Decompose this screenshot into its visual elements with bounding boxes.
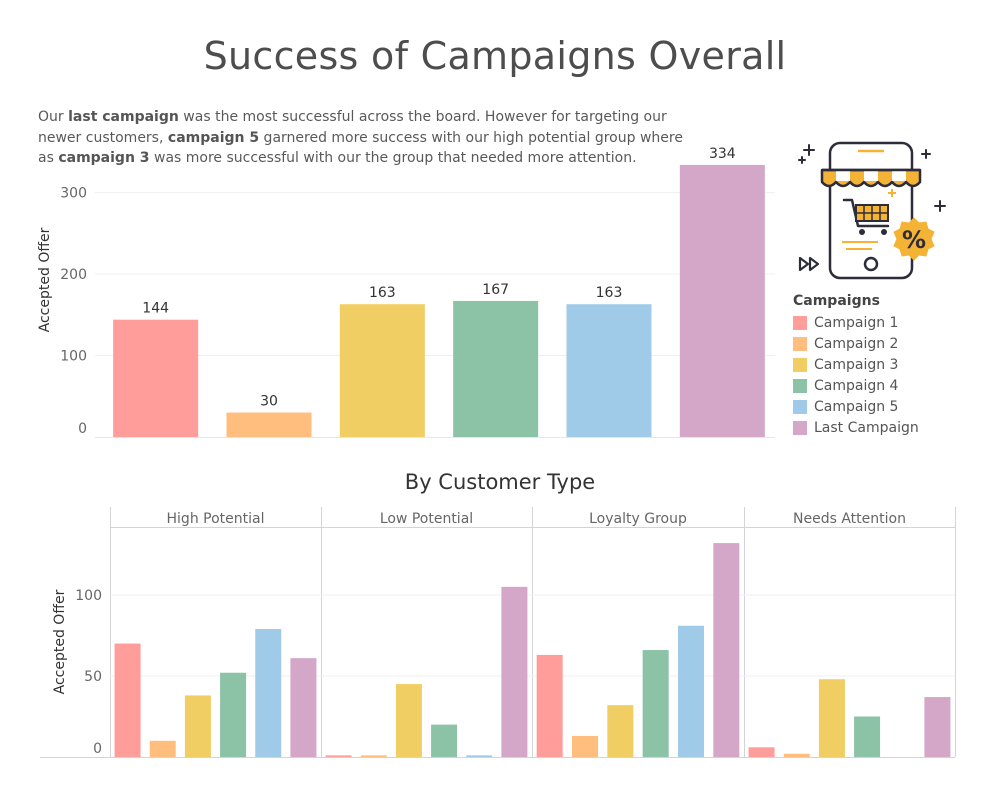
panel-label: Needs Attention	[793, 511, 906, 527]
legend-item: Last Campaign	[793, 417, 919, 438]
percent-badge-icon: %	[893, 217, 935, 261]
summary-bold: campaign 5	[167, 129, 260, 146]
bar	[325, 755, 352, 757]
bar	[149, 740, 176, 757]
legend-item: Campaign 2	[793, 333, 919, 354]
bar	[113, 319, 199, 437]
bar	[501, 586, 528, 757]
bar	[607, 705, 634, 757]
y-axis-label: Accepted Offer	[52, 589, 68, 694]
bar	[290, 658, 317, 757]
legend-swatch	[793, 378, 807, 393]
bar	[679, 164, 765, 437]
panel-label: Loyalty Group	[589, 511, 687, 527]
bar	[783, 753, 810, 757]
bar	[453, 300, 539, 437]
sparkle-icon	[798, 144, 946, 212]
legend-item: Campaign 3	[793, 354, 919, 375]
legend-label: Campaign 3	[814, 356, 899, 373]
legend-swatch	[793, 315, 807, 330]
y-tick-label: 0	[93, 741, 102, 757]
legend-label: Campaign 2	[814, 335, 899, 352]
svg-text:%: %	[902, 226, 926, 254]
legend-swatch	[793, 357, 807, 372]
bar	[466, 755, 493, 757]
bar	[748, 747, 775, 757]
bar	[395, 684, 422, 757]
summary-part: was the most successful across the board…	[38, 109, 667, 146]
y-tick-label: 0	[78, 421, 87, 437]
data-label: 163	[596, 285, 623, 301]
bar	[854, 716, 881, 757]
bar	[536, 654, 563, 757]
y-tick-label: 100	[60, 349, 87, 365]
summary-bold: last campaign	[68, 109, 179, 125]
bar	[678, 625, 704, 757]
subchart-title: By Customer Type	[404, 470, 596, 494]
bar	[184, 695, 211, 757]
legend-swatch	[793, 399, 807, 414]
bar	[924, 697, 951, 757]
fast-forward-icon	[798, 256, 820, 272]
bar	[818, 679, 845, 757]
legend-label: Campaign 5	[814, 398, 899, 415]
bar	[642, 650, 669, 757]
bar	[255, 628, 282, 757]
legend-item: Campaign 5	[793, 396, 919, 417]
bar	[220, 672, 247, 757]
overall-bar-chart: 0 100 200 300 Accepted Offer 144 30 163 167 163 33…	[37, 146, 775, 438]
legend-swatch	[793, 420, 807, 435]
data-label: 334	[709, 146, 736, 162]
legend-item: Campaign 4	[793, 375, 919, 396]
legend-title: Campaigns	[793, 293, 880, 309]
summary-part: Our	[38, 109, 69, 125]
y-tick-label: 300	[60, 186, 87, 202]
y-tick-label: 100	[75, 588, 102, 604]
legend-label: Campaign 1	[814, 314, 899, 331]
legend-swatch	[793, 336, 807, 351]
bar	[431, 724, 458, 757]
bar	[339, 304, 425, 437]
summary-bold: campaign 3	[58, 150, 150, 166]
summary-text: Our last campaign was the most successfu…	[38, 107, 688, 169]
legend: Campaigns Campaign 1 Campaign 2 Campaign 3…	[793, 293, 919, 438]
data-label: 30	[260, 394, 278, 410]
shopping-cart-icon	[842, 198, 890, 235]
mobile-shop-discount-icon: %	[798, 141, 946, 280]
legend-label: Campaign 4	[814, 377, 899, 394]
bar	[114, 643, 141, 757]
data-label: 167	[482, 282, 509, 298]
panel-label: High Potential	[167, 511, 265, 527]
bar	[566, 304, 652, 437]
y-axis-label: Accepted Offer	[37, 227, 53, 332]
legend-item: Campaign 1	[793, 312, 919, 333]
chart-title: Success of Campaigns Overall	[203, 34, 787, 78]
summary-part: was more successful with our the group t…	[149, 150, 637, 166]
bar	[360, 755, 387, 757]
y-tick-label: 200	[60, 267, 87, 283]
summary-part: garnered more success with our high pote…	[38, 129, 683, 167]
data-label: 144	[142, 301, 169, 317]
legend-label: Last Campaign	[814, 419, 919, 436]
y-tick-label: 50	[84, 669, 102, 685]
data-label: 163	[369, 285, 396, 301]
bar	[713, 543, 740, 757]
panel-label: Low Potential	[380, 511, 473, 527]
bar	[226, 412, 312, 437]
bar	[572, 735, 598, 757]
